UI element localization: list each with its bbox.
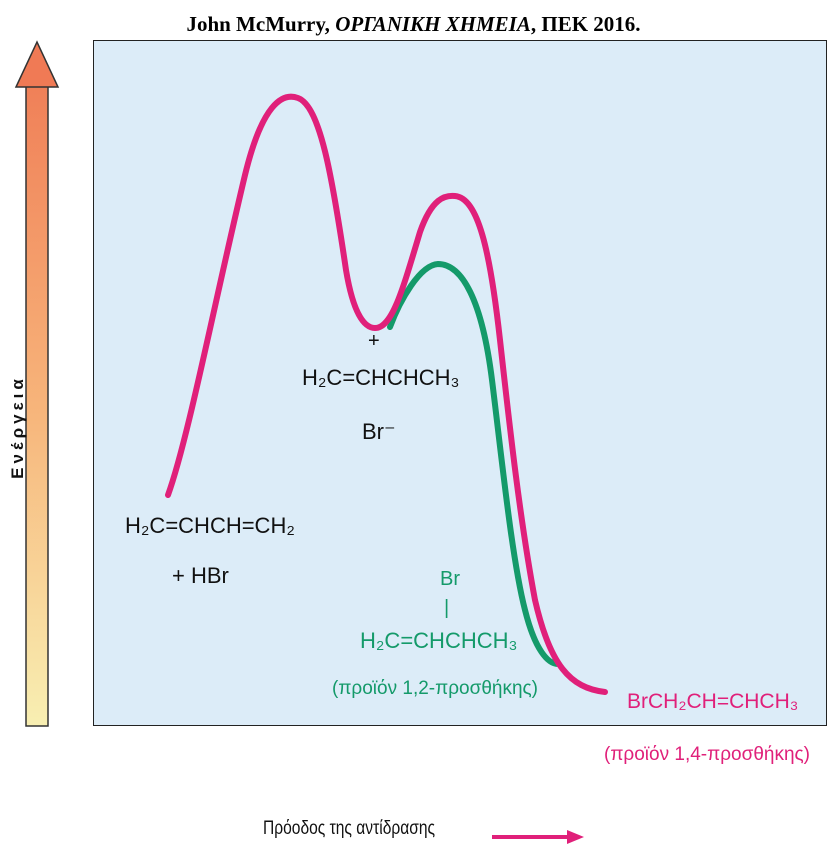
pathway-1-2-curve <box>387 260 561 667</box>
energy-axis-arrow <box>14 40 60 727</box>
intermediate-counterion: Br⁻ <box>362 419 396 444</box>
product-1-2-substituent: Br <box>440 568 460 590</box>
pathway-1-4-curve <box>165 93 608 695</box>
intermediate-charge: + <box>368 330 380 352</box>
citation-publisher: , ΠΕΚ 2016. <box>530 12 641 36</box>
reactants-hbr: + HBr <box>172 563 229 588</box>
citation: John McMurry, ΟΡΓΑΝΙΚΗ ΧΗΜΕΙΑ, ΠΕΚ 2016. <box>0 12 827 37</box>
intermediate-formula: H₂C=CHCHCH₃ <box>302 365 459 390</box>
product-1-4-caption: (προϊόν 1,4-προσθήκης) <box>604 744 810 765</box>
product-1-2-formula: H₂C=CHCHCH₃ <box>360 628 517 653</box>
citation-author: John McMurry, <box>186 12 336 36</box>
product-1-2-caption: (προϊόν 1,2-προσθήκης) <box>332 678 538 699</box>
reaction-progress-label: Πρόοδος της αντίδρασης <box>263 818 436 839</box>
product-1-4-formula: BrCH₂CH=CHCH₃ <box>627 690 798 713</box>
energy-axis-label: Ενέργεια <box>8 375 27 479</box>
citation-title: ΟΡΓΑΝΙΚΗ ΧΗΜΕΙΑ <box>335 12 531 36</box>
reactants-formula: H₂C=CHCH=CH₂ <box>125 513 295 538</box>
reaction-progress-arrow <box>492 830 584 844</box>
product-1-2-bond: | <box>444 597 449 619</box>
